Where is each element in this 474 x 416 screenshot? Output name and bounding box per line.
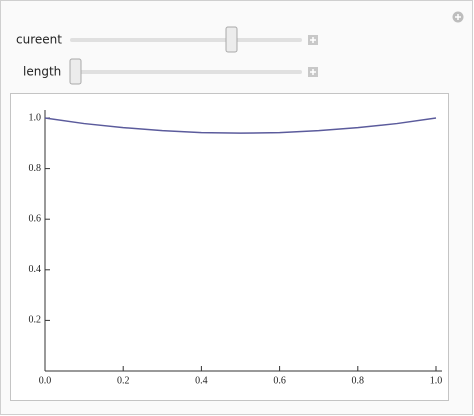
slider-label: length [23,65,61,79]
x-tick-label: 1.0 [430,375,443,386]
x-tick-label: 0.2 [117,375,130,386]
add-icon [455,14,461,20]
expand-icon [310,37,316,43]
slider-track[interactable] [70,70,302,74]
slider-track[interactable] [70,38,302,42]
x-tick-label: 0.8 [352,375,365,386]
y-tick-label: 0.4 [29,264,42,275]
y-tick-label: 0.6 [29,213,42,224]
y-tick-label: 0.8 [29,163,42,174]
x-tick-label: 0.4 [195,375,208,386]
slider-label: cureent [16,33,62,47]
y-tick-label: 0.2 [29,315,42,326]
x-tick-label: 0.6 [273,375,286,386]
plot-frame [10,93,449,401]
slider-thumb[interactable] [225,26,238,53]
slider-thumb[interactable] [69,58,82,85]
x-tick-label: 0.0 [39,375,52,386]
add-button[interactable] [452,11,464,23]
y-tick-label: 1.0 [29,112,42,123]
curve [44,117,437,134]
expand-icon [310,69,316,75]
